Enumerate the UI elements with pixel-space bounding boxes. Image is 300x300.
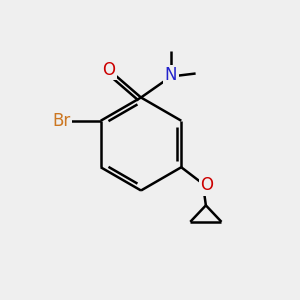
Text: O: O [102,61,116,79]
Text: Br: Br [52,112,71,130]
Text: O: O [200,176,213,194]
Text: N: N [165,66,177,84]
